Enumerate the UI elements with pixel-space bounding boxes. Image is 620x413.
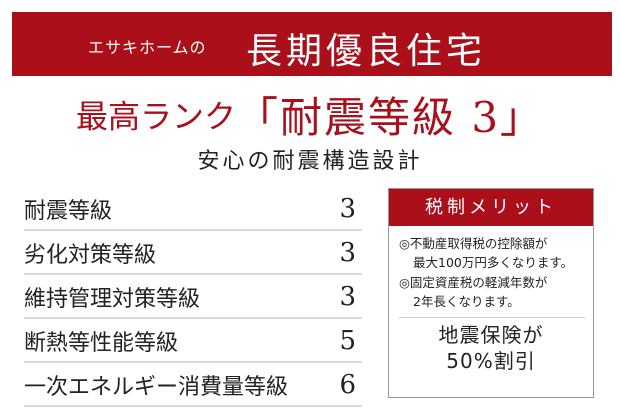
tax-merit-title: 税制メリット (389, 189, 593, 226)
grade-list: 耐震等級 3 劣化対策等級 3 維持管理対策等級 3 断熱等性能等級 5 一次エネルギー… (24, 188, 362, 408)
grade-row: 耐震等級 3 (24, 188, 362, 231)
grade-value: 3 (339, 237, 356, 268)
tax-merit-item: ◎固定資産税の軽減年数が 2年長くなります。 (399, 273, 587, 311)
banner-title: 長期優良住宅 (246, 31, 487, 72)
headline-grade: 「耐震等級 3」 (235, 93, 545, 142)
grade-row: 劣化対策等級 3 (24, 232, 362, 275)
title-banner: エサキホームの 長期優良住宅 (12, 12, 612, 76)
divider (399, 317, 585, 318)
tax-merit-line: ◎不動産取得税の控除額が (399, 236, 548, 251)
grade-value: 5 (339, 325, 356, 356)
grade-label: 劣化対策等級 (24, 242, 157, 268)
grade-label: 断熱等性能等級 (24, 330, 179, 356)
tax-merit-line: 最大100万円多くなります。 (413, 255, 574, 270)
grade-value: 6 (339, 369, 356, 400)
grade-row: 断熱等性能等級 5 (24, 320, 362, 363)
grade-label: 一次エネルギー消費量等級 (24, 374, 289, 400)
tax-merit-line: ◎固定資産税の軽減年数が (399, 275, 548, 290)
insurance-discount: 地震保険が 50%割引 (389, 322, 593, 374)
banner-prefix: エサキホームの (88, 38, 207, 57)
headline: 最高ランク「耐震等級 3」 (0, 84, 620, 145)
subtitle: 安心の耐震構造設計 (197, 149, 423, 174)
grade-value: 3 (339, 193, 356, 224)
grade-row: 維持管理対策等級 3 (24, 276, 362, 319)
insurance-line: 地震保険が (438, 323, 544, 347)
tax-merit-item: ◎不動産取得税の控除額が 最大100万円多くなります。 (399, 234, 587, 272)
insurance-line: 50%割引 (446, 349, 536, 373)
grade-label: 耐震等級 (24, 198, 113, 224)
grade-value: 3 (339, 281, 356, 312)
headline-rank: 最高ランク (75, 97, 236, 136)
tax-merit-line: 2年長くなります。 (413, 294, 520, 309)
grade-row: 一次エネルギー消費量等級 6 (24, 364, 362, 407)
grade-label: 維持管理対策等級 (24, 286, 201, 312)
tax-merit-box: 税制メリット ◎不動産取得税の控除額が 最大100万円多くなります。 ◎固定資産… (388, 188, 594, 398)
